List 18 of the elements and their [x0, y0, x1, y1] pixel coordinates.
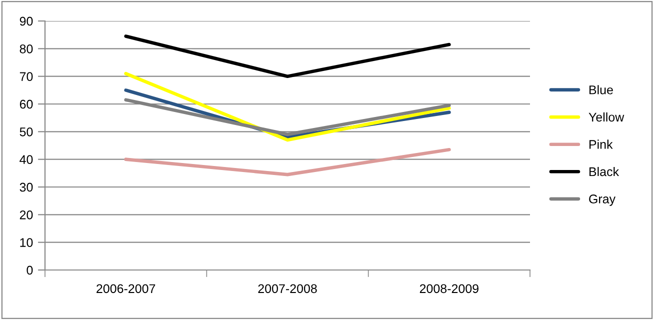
y-tick-label: 40: [20, 155, 33, 164]
y-tick-label: 10: [20, 238, 33, 247]
legend-label: Pink: [589, 140, 613, 149]
y-tick-label: 80: [20, 44, 33, 54]
legend-label: Black: [589, 166, 620, 176]
y-tick-label: 0: [26, 266, 33, 275]
legend-label: Gray: [589, 194, 616, 206]
y-tick-label: 30: [20, 182, 33, 192]
legend-label: Blue: [589, 85, 613, 94]
y-tick-label: 70: [20, 72, 33, 81]
y-tick-label: 60: [20, 100, 33, 109]
x-tick-label: 2007-2008: [258, 284, 317, 294]
y-tick-label: 90: [20, 16, 33, 26]
y-tick-label: 20: [20, 210, 33, 220]
legend-label: Yellow: [588, 112, 624, 122]
x-tick-label: 2008-2009: [420, 284, 478, 294]
y-tick-label: 50: [20, 127, 33, 136]
x-tick-label: 2006-2007: [96, 284, 156, 294]
